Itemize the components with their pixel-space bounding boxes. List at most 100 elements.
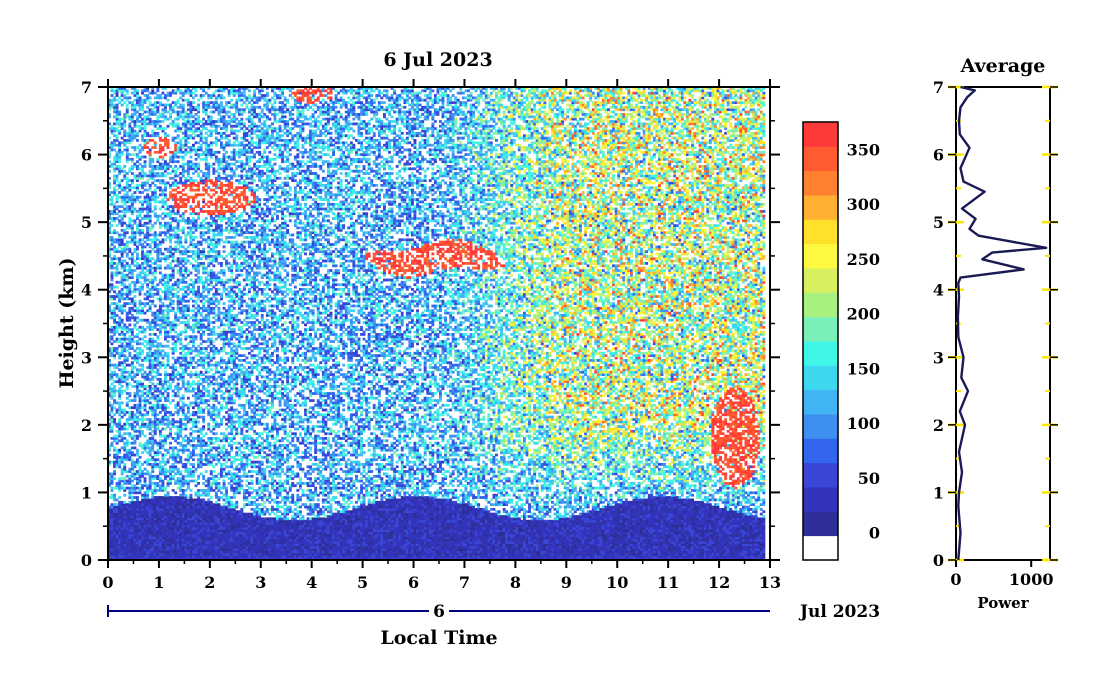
heatmap-cell bbox=[166, 162, 170, 166]
heatmap-cell bbox=[120, 534, 124, 537]
heatmap-cell bbox=[118, 186, 122, 190]
heatmap-cell bbox=[123, 425, 127, 428]
heatmap-cell bbox=[128, 217, 132, 220]
heatmap-cell bbox=[161, 108, 165, 112]
heatmap-cell bbox=[130, 219, 134, 223]
heatmap-cell bbox=[156, 101, 160, 104]
heatmap-cell bbox=[194, 108, 198, 112]
heatmap-cell bbox=[128, 543, 132, 547]
heatmap-cell bbox=[136, 354, 139, 357]
heatmap-cell bbox=[138, 103, 142, 107]
heatmap-cell bbox=[113, 333, 116, 336]
heatmap-cell bbox=[181, 505, 185, 509]
heatmap-cell bbox=[148, 266, 152, 270]
heatmap-cell bbox=[146, 536, 150, 540]
heatmap-cell bbox=[197, 515, 200, 518]
heatmap-cell bbox=[192, 470, 195, 473]
heatmap-cell bbox=[184, 193, 188, 197]
heatmap-cell bbox=[197, 465, 200, 469]
heatmap-cell bbox=[108, 519, 111, 523]
heatmap-cell bbox=[179, 387, 183, 391]
heatmap-cell bbox=[194, 148, 198, 152]
heatmap-cell bbox=[156, 418, 160, 421]
heatmap-cell bbox=[128, 337, 132, 341]
heatmap-cell bbox=[133, 153, 137, 156]
heatmap-cell bbox=[186, 250, 190, 253]
heatmap-cell bbox=[181, 493, 185, 497]
heatmap-cell bbox=[108, 505, 111, 509]
heatmap-cell bbox=[169, 477, 172, 480]
heatmap-cell bbox=[179, 555, 183, 559]
heatmap-cell bbox=[192, 167, 195, 171]
heatmap-cell bbox=[123, 233, 127, 237]
heatmap-cell bbox=[194, 228, 198, 232]
heatmap-cell bbox=[125, 370, 129, 374]
heatmap-cell bbox=[204, 278, 208, 282]
heatmap-cell bbox=[148, 200, 152, 204]
heatmap-cell bbox=[146, 500, 150, 504]
heatmap-cell bbox=[146, 262, 150, 265]
heatmap-cell bbox=[184, 186, 188, 190]
heatmap-cell bbox=[138, 210, 142, 213]
heatmap-cell bbox=[207, 333, 211, 336]
heatmap-cell bbox=[108, 309, 111, 313]
heatmap-cell bbox=[138, 207, 142, 211]
heatmap-cell bbox=[143, 472, 147, 476]
heatmap-cell bbox=[146, 555, 150, 559]
heatmap-cell bbox=[118, 543, 122, 547]
heatmap-cell bbox=[194, 403, 198, 407]
heatmap-cell bbox=[151, 517, 155, 521]
heatmap-cell bbox=[194, 517, 198, 521]
heatmap-cell bbox=[120, 411, 124, 414]
heatmap-cell bbox=[138, 363, 142, 367]
heatmap-cell bbox=[207, 399, 211, 402]
heatmap-cell bbox=[133, 406, 137, 410]
heatmap-cell bbox=[207, 451, 211, 454]
heatmap-cell bbox=[125, 245, 129, 249]
heatmap-cell bbox=[194, 162, 198, 166]
heatmap-cell bbox=[136, 458, 139, 462]
heatmap-cell bbox=[166, 228, 170, 232]
heatmap-cell bbox=[176, 318, 180, 322]
heatmap-cell bbox=[146, 243, 150, 246]
heatmap-cell bbox=[125, 157, 129, 161]
heatmap-cell bbox=[110, 328, 114, 331]
heatmap-cell bbox=[197, 98, 200, 102]
heatmap-cell bbox=[186, 169, 190, 173]
heatmap-cell bbox=[123, 508, 127, 511]
heatmap-cell bbox=[171, 306, 175, 310]
heatmap-cell bbox=[143, 271, 147, 275]
heatmap-cell bbox=[108, 306, 111, 310]
heatmap-cell bbox=[128, 451, 132, 454]
heatmap-cell bbox=[192, 437, 195, 440]
heatmap-cell bbox=[166, 505, 170, 509]
heatmap-cell bbox=[176, 394, 180, 398]
heatmap-cell bbox=[118, 89, 122, 93]
heatmap-cell bbox=[110, 297, 114, 301]
heatmap-cell bbox=[138, 486, 142, 490]
heatmap-cell bbox=[166, 538, 170, 542]
heatmap-cell bbox=[197, 489, 200, 492]
heatmap-cell bbox=[148, 451, 152, 454]
heatmap-cell bbox=[207, 427, 211, 431]
heatmap-cell bbox=[204, 538, 208, 542]
heatmap-cell bbox=[108, 150, 111, 154]
heatmap-cell bbox=[199, 262, 203, 265]
heatmap-cell bbox=[146, 373, 150, 376]
heatmap-cell bbox=[179, 89, 183, 93]
heatmap-cell bbox=[164, 557, 167, 560]
heatmap-cell bbox=[130, 306, 134, 310]
heatmap-cell bbox=[189, 467, 193, 471]
heatmap-cell bbox=[204, 508, 208, 511]
heatmap-cell bbox=[113, 247, 116, 251]
heatmap-cell bbox=[108, 228, 111, 232]
heatmap-cell bbox=[151, 91, 155, 95]
heatmap-cell bbox=[141, 155, 144, 159]
heatmap-cell bbox=[146, 318, 150, 322]
heatmap-cell bbox=[207, 463, 211, 466]
heatmap-cell bbox=[153, 538, 157, 542]
heatmap-cell bbox=[197, 162, 200, 166]
heatmap-cell bbox=[130, 463, 134, 466]
heatmap-cell bbox=[197, 243, 200, 246]
heatmap-cell bbox=[181, 377, 185, 381]
